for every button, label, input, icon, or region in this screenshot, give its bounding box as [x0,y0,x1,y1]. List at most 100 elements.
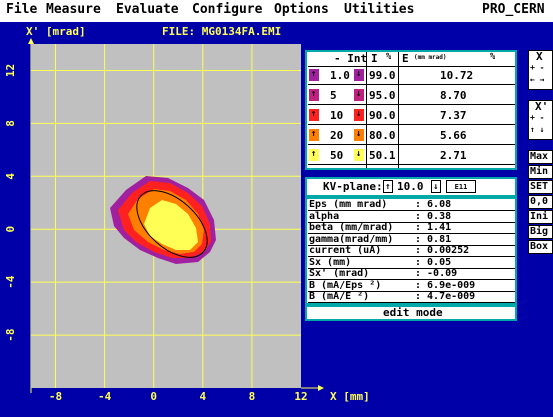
kv-up-button[interactable]: ↑ [383,180,393,193]
param-value: : 0.00252 [415,245,470,256]
x-controls [528,50,553,90]
y-tick-labels: 12 8 4 0 -4 -8 [4,64,17,342]
row-up-icon[interactable]: ↑ [311,129,317,139]
row-divider [308,104,515,105]
row-color-swatch [309,89,319,101]
row-e-value: 8.70 [440,89,467,102]
param-value: : 1.41 [415,222,452,233]
xp-plus-minus[interactable]: + - [530,113,545,122]
row-e-value: 5.66 [440,129,467,142]
x-axis-arrow [301,385,324,391]
row-up-icon[interactable]: ↑ [311,89,317,99]
kv-plane-label: KV-plane: [323,180,383,193]
param-divider [308,290,515,292]
row-color-swatch [354,129,364,141]
param-divider [308,279,515,280]
menu-evaluate[interactable]: Evaluate [116,2,179,17]
contour-50 [144,200,198,250]
param-value: : 6.08 [415,199,452,210]
row-color-swatch [354,149,364,161]
x-tick-label: 12 [294,390,307,403]
edit-mode-panel [305,305,517,321]
param-label: beta (mm/mrad) [309,222,394,233]
row-divider [308,124,515,125]
row-divider [308,84,515,85]
side-button[interactable]: Max [528,150,553,164]
kv-e11-button[interactable]: E11 [446,180,476,193]
row-int-value: 50 [330,149,344,162]
param-value: : 0.05 [415,256,452,268]
row-down-icon[interactable]: ↓ [356,109,362,119]
xp-label: X' [535,100,549,113]
row-e-value: 2.71 [440,149,467,162]
y-tick-label: 4 [4,173,17,180]
param-label: Eps (mm mrad) [309,199,388,210]
row-e-value: 7.37 [440,109,467,122]
side-button[interactable]: Ini [528,210,553,224]
row-down-icon[interactable]: ↓ [356,149,362,159]
row-color-swatch [309,149,319,161]
emittance-ellipse [136,190,208,258]
row-int-value: 20 [330,129,344,142]
x-arrows[interactable]: ← → [530,75,545,84]
kv-plane-value[interactable]: 10.0 [397,180,424,193]
menu-pro-cern[interactable]: PRO_CERN [482,2,545,17]
phase-space-plot[interactable]: -8 -4 0 4 8 12 12 8 4 0 -4 -8 X [mm] [0,22,553,417]
side-button[interactable]: Min [528,165,553,179]
table-divider [366,52,367,168]
param-value: : 0.81 [415,233,452,245]
param-label: B (mA/Eps ²) [309,279,382,291]
param-divider [308,267,515,269]
i-header: I [371,52,378,65]
row-color-swatch [309,129,319,141]
menu-measure[interactable]: Measure [46,2,101,17]
e-pct-header: % [490,52,496,62]
menu-file[interactable]: File [6,2,38,17]
menu-options[interactable]: Options [274,2,329,17]
param-label: current (uA) [309,245,382,256]
y-tick-label: -8 [4,328,17,341]
param-value: : -0.09 [415,268,458,279]
row-down-icon[interactable]: ↓ [356,69,362,79]
file-name-label: FILE: MG0134FA.EMI [162,25,282,38]
param-divider [308,233,515,234]
side-button[interactable]: 0,0 [528,195,553,209]
side-button[interactable]: Box [528,240,553,254]
xp-arrows[interactable]: ↑ ↓ [530,125,545,134]
row-color-swatch [354,69,364,81]
edit-mode-button[interactable]: edit mode [383,306,443,319]
side-button[interactable]: SET [528,180,553,194]
row-int-value: 5 [330,89,337,102]
param-value: : 0.38 [415,210,452,222]
table-divider [398,52,399,168]
menu-configure[interactable]: Configure [192,2,263,17]
x-tick-label: 4 [200,390,207,403]
row-i-value: 50.1 [369,149,396,162]
x-plus-minus[interactable]: + - [530,63,545,72]
row-down-icon[interactable]: ↓ [356,129,362,139]
row-down-icon[interactable]: ↓ [356,89,362,99]
row-i-value: 90.0 [369,109,396,122]
row-i-value: 99.0 [369,69,396,82]
x-tick-label: 8 [249,390,256,403]
y-tick-label: 0 [4,226,17,233]
row-color-swatch [354,109,364,121]
param-divider [308,256,515,257]
side-button[interactable]: Big [528,225,553,239]
menu-utilities[interactable]: Utilities [344,2,415,17]
kv-down-button[interactable]: ↓ [431,180,441,193]
table-divider [308,66,515,67]
x-axis-label: X [mm] [330,390,370,403]
e-header: E [402,52,409,65]
param-label: Sx' (mrad) [309,268,370,279]
intensity-table [305,50,517,170]
beam-distribution [110,176,216,264]
row-up-icon[interactable]: ↑ [311,149,317,159]
param-label: B (mA/E ²) [309,291,370,302]
row-up-icon[interactable]: ↑ [311,109,317,119]
row-i-value: 80.0 [369,129,396,142]
param-divider [308,221,515,223]
row-up-icon[interactable]: ↑ [311,69,317,79]
y-tick-label: -4 [4,275,17,289]
y-axis-label: X' [mrad] [26,25,86,38]
